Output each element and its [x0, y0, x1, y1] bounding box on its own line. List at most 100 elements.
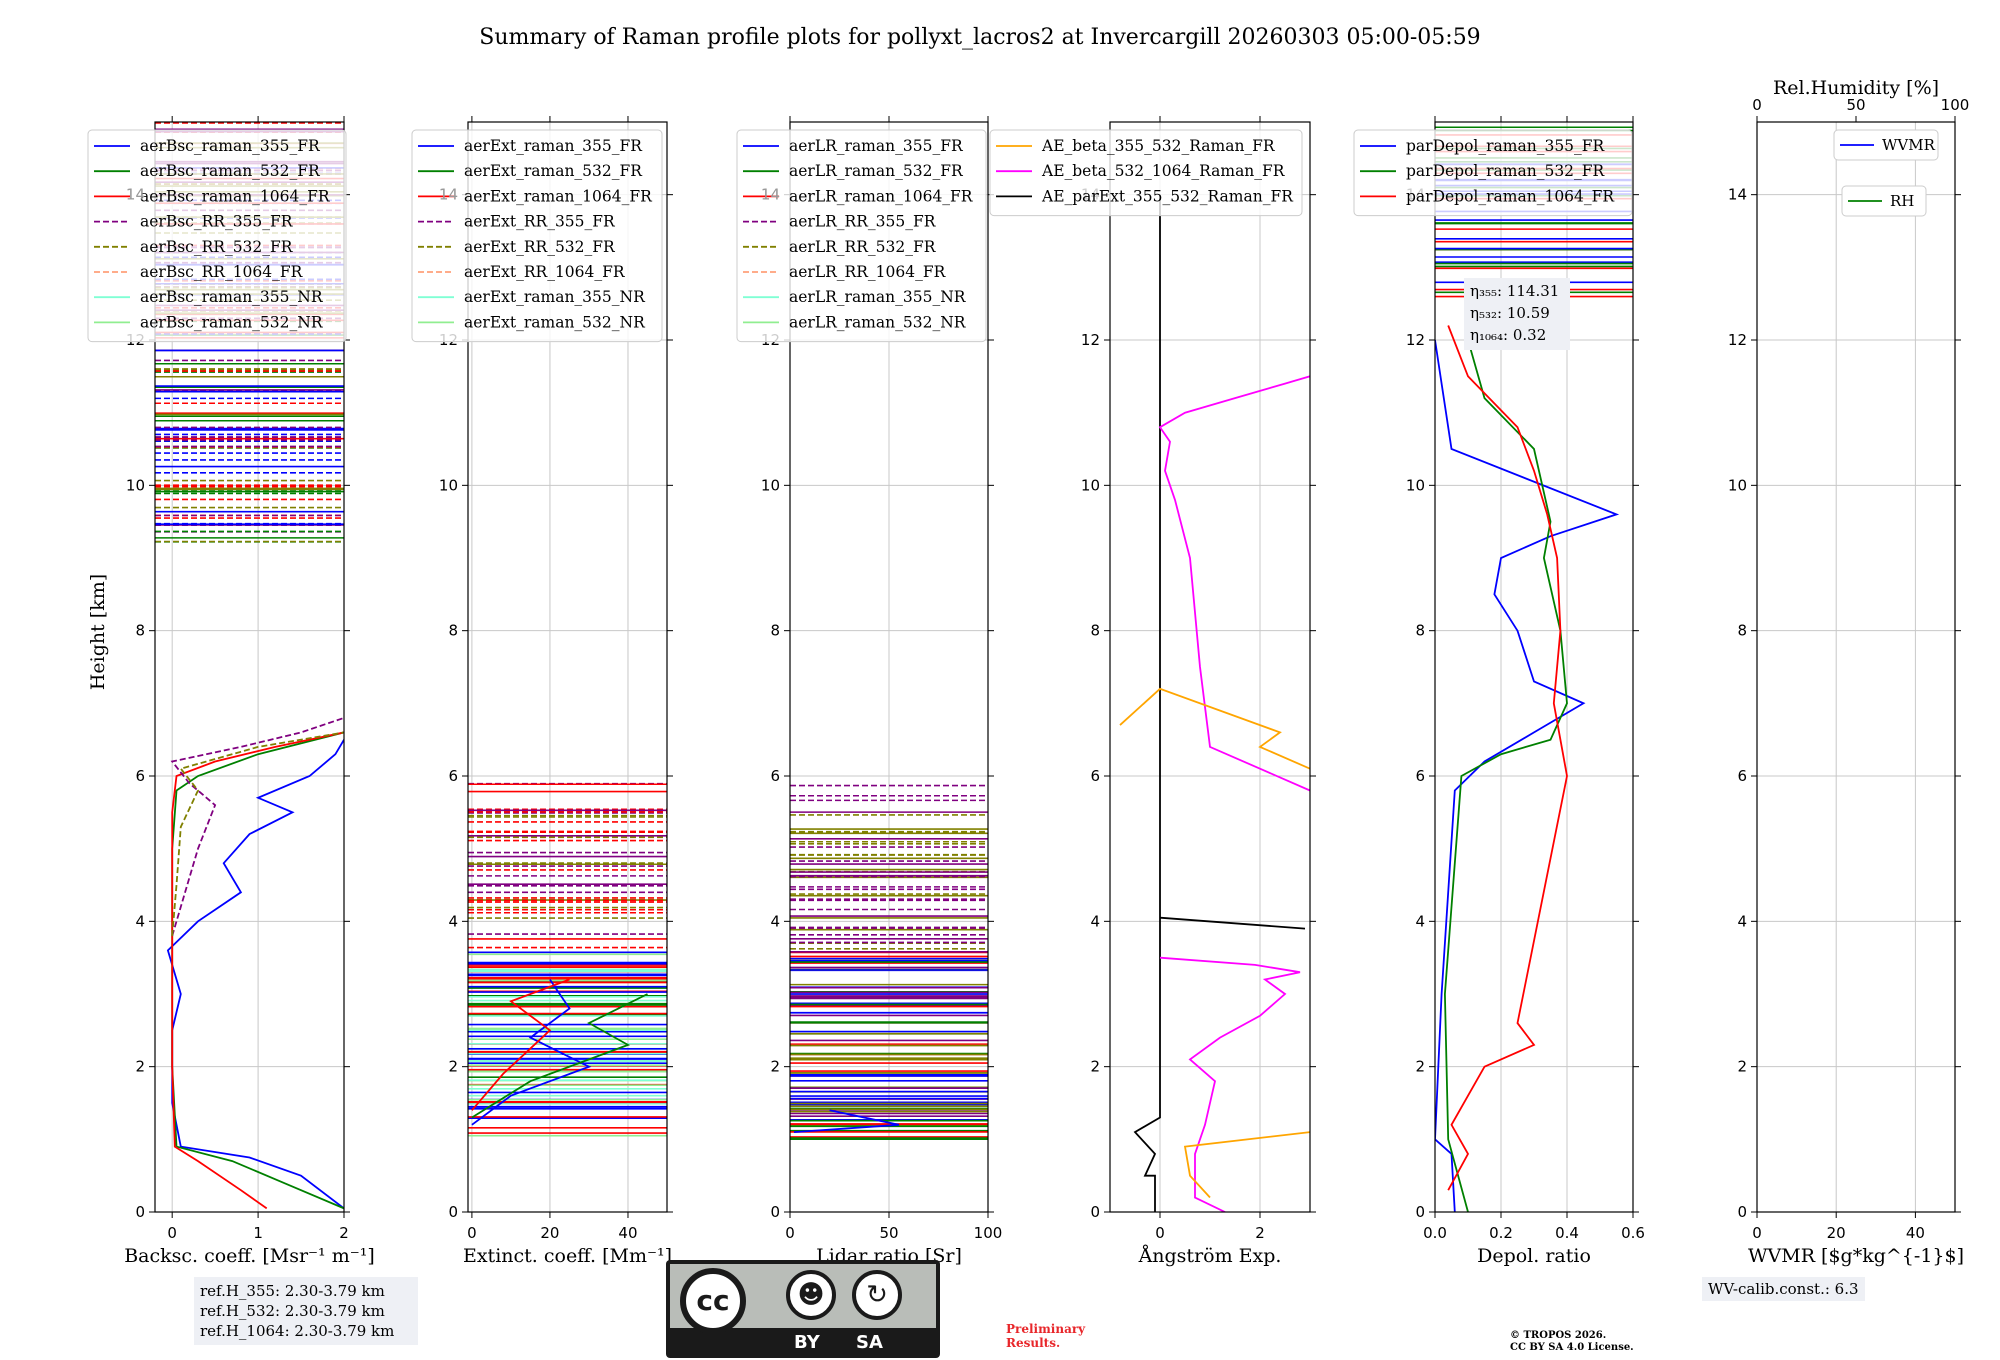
- hidden-tick-label: 14: [126, 186, 145, 204]
- y-tick-label: 8: [135, 622, 145, 640]
- series-ae-beta-355-532-raman-fr-upper: [1119, 687, 1310, 770]
- legend-label: aerLR_raman_355_NR: [789, 288, 967, 306]
- y-tick-label: 10: [1406, 476, 1425, 494]
- axes-frame: [789, 121, 989, 1213]
- legend: WVMR RH: [1833, 129, 1939, 217]
- legend-label: aerBsc_raman_355_FR: [140, 137, 321, 155]
- y-tick-label: 4: [770, 912, 780, 930]
- cc-logo-bottom: BY SA: [766, 1330, 936, 1356]
- legend-label: aerExt_raman_532_FR: [464, 162, 643, 180]
- top-tick-label: 0: [1752, 96, 1762, 114]
- copyright-notice: © TROPOS 2026. CC BY SA 4.0 License.: [1510, 1330, 1710, 1354]
- y-tick-label: 6: [135, 767, 145, 785]
- hidden-tick-label: 14: [761, 186, 780, 204]
- series-aerext-raman-355-fr: [471, 978, 592, 1126]
- legend-box: [736, 129, 987, 343]
- legend: AE_beta_355_532_Raman_FR AE_beta_532_1064…: [989, 129, 1303, 217]
- legend-label: parDepol_raman_355_FR: [1406, 137, 1606, 155]
- y-tick-label: 0: [135, 1203, 145, 1221]
- x-tick-label: 0.2: [1489, 1224, 1513, 1242]
- axes-frame: [154, 121, 345, 1213]
- panel-4: 0202468101214Ångström Exp.AE_beta_355_53…: [989, 116, 1316, 1267]
- top-axis-label: Rel.Humidity [%]: [1773, 77, 1939, 99]
- x-axis-label: Backsc. coeff. [Msr⁻¹ m⁻¹]: [124, 1245, 375, 1267]
- legend: parDepol_raman_355_FR parDepol_raman_532_…: [1353, 129, 1633, 217]
- ref-height-532: ref.H_532: 2.30-3.79 km: [200, 1302, 385, 1320]
- y-tick-label: 8: [448, 622, 458, 640]
- series-aerbsc-rr-355-fr: [170, 717, 344, 937]
- legend-label: aerBsc_RR_355_FR: [140, 213, 294, 231]
- legend-label: aerLR_raman_532_FR: [789, 162, 964, 180]
- y-tick-label: 8: [1415, 622, 1425, 640]
- cc-sa-label: SA: [856, 1332, 883, 1353]
- legend-label: aerBsc_raman_1064_FR: [140, 187, 331, 205]
- legend: aerBsc_raman_355_FR aerBsc_raman_532_FRae…: [87, 129, 347, 343]
- x-axis-label: Extinct. coeff. [Mm⁻¹]: [463, 1245, 672, 1267]
- legend-box: [1841, 185, 1927, 217]
- y-tick-label: 6: [1737, 767, 1747, 785]
- top-tick-label: 50: [1846, 96, 1865, 114]
- ref-height-1064: ref.H_1064: 2.30-3.79 km: [200, 1322, 395, 1340]
- panel-5: 0.00.20.40.602468101214Depol. ratioparDe…: [1353, 116, 1645, 1267]
- legend-label: aerExt_RR_355_FR: [464, 213, 616, 231]
- y-tick-label: 4: [448, 912, 458, 930]
- x-axis-label: Depol. ratio: [1477, 1245, 1591, 1267]
- annotation-line: η₅₃₂: 10.59: [1470, 304, 1550, 322]
- y-tick-label: 10: [761, 476, 780, 494]
- y-tick-label: 8: [770, 622, 780, 640]
- x-tick-label: 0: [785, 1224, 795, 1242]
- cc-by-label: BY: [794, 1332, 820, 1353]
- legend-label: RH: [1890, 192, 1914, 210]
- axes-frame: [467, 121, 668, 1213]
- legend-label: AE_beta_532_1064_Raman_FR: [1041, 162, 1286, 180]
- plot-area: [790, 784, 988, 1141]
- person-icon: ☻: [786, 1270, 836, 1320]
- legend-label: aerExt_RR_1064_FR: [464, 263, 626, 281]
- annotation-box: [1464, 278, 1570, 350]
- y-tick-label: 0: [770, 1203, 780, 1221]
- x-tick-label: 100: [974, 1224, 1003, 1242]
- legend-label: aerLR_RR_532_FR: [789, 238, 937, 256]
- y-tick-label: 4: [1415, 912, 1425, 930]
- legend-label: WVMR: [1882, 136, 1936, 154]
- x-tick-label: 1: [253, 1224, 263, 1242]
- y-tick-label: 10: [126, 476, 145, 494]
- legend-label: aerExt_raman_355_FR: [464, 137, 643, 155]
- y-tick-label: 0: [1737, 1203, 1747, 1221]
- series-aerbsc-raman-355-fr: [166, 739, 344, 1210]
- legend-box: [411, 129, 663, 343]
- y-tick-label: 0: [1090, 1203, 1100, 1221]
- axes-frame: [1756, 121, 1956, 1213]
- y-tick-label: 4: [1737, 912, 1747, 930]
- x-tick-label: 40: [1906, 1224, 1925, 1242]
- legend-label: aerLR_raman_355_FR: [789, 137, 964, 155]
- x-tick-label: 20: [1827, 1224, 1846, 1242]
- wv-calibration-box: WV-calib.const.: 6.3: [1702, 1277, 1865, 1301]
- legend-label: parDepol_raman_1064_FR: [1406, 187, 1615, 205]
- annotation-line: η₁₀₆₄: 0.32: [1470, 326, 1546, 344]
- y-tick-label: 2: [1737, 1058, 1747, 1076]
- reference-height-box: ref.H_355: 2.30-3.79 km ref.H_532: 2.30-…: [194, 1277, 418, 1345]
- plot-area: [468, 782, 667, 1137]
- y-axis-label: Height [km]: [87, 574, 109, 690]
- y-tick-label: 10: [439, 476, 458, 494]
- legend-label: AE_parExt_355_532_Raman_FR: [1041, 187, 1294, 205]
- preliminary-line-2: Results.: [1006, 1336, 1061, 1350]
- legend-label: aerExt_raman_1064_FR: [464, 187, 653, 205]
- y-tick-label: 4: [135, 912, 145, 930]
- x-tick-label: 0: [1752, 1224, 1762, 1242]
- legend-label: aerBsc_RR_1064_FR: [140, 263, 304, 281]
- legend-label: aerExt_raman_355_NR: [464, 288, 646, 306]
- hidden-tick-label: 14: [439, 186, 458, 204]
- series-aerext-raman-1064-fr: [471, 978, 570, 1111]
- y-tick-label: 0: [1415, 1203, 1425, 1221]
- cc-license-logo[interactable]: cc ☻ ↻ BY SA: [666, 1260, 940, 1358]
- legend-label: AE_beta_355_532_Raman_FR: [1041, 137, 1276, 155]
- y-tick-label: 0: [448, 1203, 458, 1221]
- y-tick-label: 14: [1728, 186, 1747, 204]
- legend-label: aerLR_RR_355_FR: [789, 213, 937, 231]
- y-tick-label: 12: [1406, 331, 1425, 349]
- y-tick-label: 12: [1728, 331, 1747, 349]
- y-tick-label: 6: [448, 767, 458, 785]
